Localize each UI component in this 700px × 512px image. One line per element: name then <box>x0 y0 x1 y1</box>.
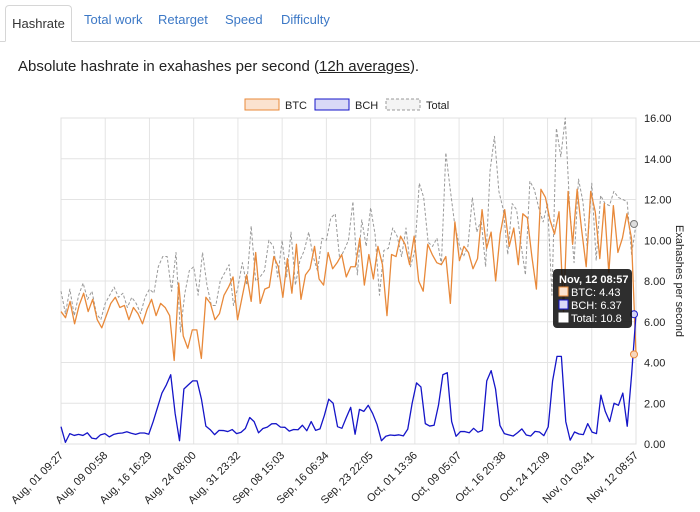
y-tick-label: 4.00 <box>644 358 665 370</box>
legend-label-btc: BTC <box>285 100 307 112</box>
chart-description: Absolute hashrate in exahashes per secon… <box>18 58 419 75</box>
marker-total <box>630 219 638 228</box>
tooltip-swatch <box>558 312 569 323</box>
averages-link[interactable]: 12h averages <box>319 58 410 75</box>
y-tick-label: 0.00 <box>644 439 665 451</box>
y-tick-label: 6.00 <box>644 317 665 329</box>
tooltip-line: BTC: 4.43 <box>571 287 621 299</box>
legend-label-total: Total <box>426 100 449 112</box>
tab-hashrate[interactable]: Hashrate <box>5 5 72 42</box>
y-tick-label: 16.00 <box>644 113 672 125</box>
tab-difficulty[interactable]: Difficulty <box>281 12 330 27</box>
tooltip-line: BCH: 6.37 <box>571 300 622 312</box>
tooltip-title: Nov, 12 08:57 <box>559 274 629 286</box>
y-tick-label: 10.00 <box>644 235 672 247</box>
tooltip-line: Total: 10.8 <box>571 313 622 325</box>
description-text-end: ). <box>409 58 420 75</box>
y-tick-label: 8.00 <box>644 276 665 288</box>
legend-swatch-bch <box>314 98 350 111</box>
y-tick-label: 2.00 <box>644 398 665 410</box>
y-tick-label: 12.00 <box>644 195 672 207</box>
y-tick-label: 14.00 <box>644 154 672 166</box>
y-axis-label: Exahashes per second <box>673 225 685 337</box>
description-text-start: Absolute hashrate in exahashes per secon… <box>18 58 320 75</box>
series-line-btc <box>60 188 637 362</box>
legend-swatch-total <box>385 98 421 111</box>
tab-speed[interactable]: Speed <box>225 12 263 27</box>
legend-swatch-btc <box>244 98 280 111</box>
legend-label-bch: BCH <box>355 100 378 112</box>
tooltip-swatch <box>558 299 569 310</box>
series-line-total <box>60 117 637 333</box>
tab-bar: Hashrate Total work Retarget Speed Diffi… <box>0 0 700 42</box>
tab-retarget[interactable]: Retarget <box>158 12 208 27</box>
series-line-bch <box>60 314 637 444</box>
tooltip-swatch <box>558 286 569 297</box>
marker-btc <box>630 350 638 359</box>
tab-total-work[interactable]: Total work <box>84 12 143 27</box>
plot-area <box>60 117 637 445</box>
tooltip-box <box>553 269 632 328</box>
